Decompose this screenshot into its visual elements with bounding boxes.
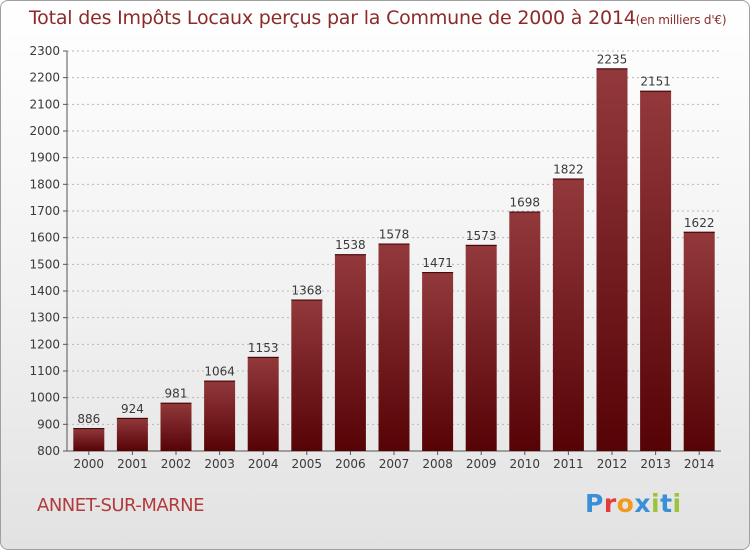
bar-2000 (73, 428, 105, 451)
data-label: 1622 (684, 216, 715, 230)
x-tick-label: 2005 (292, 457, 323, 471)
data-label: 924 (121, 402, 144, 416)
data-label: 2235 (597, 52, 628, 66)
logo-letter: r (603, 489, 617, 518)
x-tick-label: 2014 (684, 457, 715, 471)
logo-letter: x (634, 489, 651, 518)
x-tick-label: 2008 (422, 457, 453, 471)
bar-2005 (291, 299, 323, 451)
labels: 886 2000 924 2001 981 2002 1064 2003 1153 2004 136… (74, 52, 715, 471)
y-tick-label: 1200 (29, 337, 60, 351)
x-tick-label: 2003 (204, 457, 235, 471)
y-tick-label: 2300 (29, 44, 60, 58)
chart-title: Total des Impôts Locaux perçus par la Co… (29, 7, 727, 29)
x-tick-label: 2009 (466, 457, 497, 471)
y-tick-label: 2100 (29, 97, 60, 111)
commune-name: ANNET-SUR-MARNE (37, 495, 205, 516)
bar-2012 (596, 68, 628, 451)
logo-letter: t (660, 489, 673, 518)
x-tick-label: 2012 (597, 457, 628, 471)
data-label: 1573 (466, 229, 497, 243)
chart-unit: (en milliers d'€) (635, 13, 727, 27)
logo-letter: i (672, 489, 682, 518)
data-label: 1822 (553, 162, 584, 176)
y-tick-label: 1600 (29, 231, 60, 245)
y-tick-label: 900 (37, 417, 60, 431)
data-label: 1064 (204, 365, 235, 379)
y-tick-label: 2000 (29, 124, 60, 138)
chart-title-text: Total des Impôts Locaux perçus par la Co… (29, 7, 636, 29)
data-label: 1698 (510, 196, 541, 210)
bar-2001 (116, 417, 148, 451)
data-label: 1538 (335, 238, 366, 252)
bar-2008 (422, 272, 454, 451)
y-tick-label: 1000 (29, 391, 60, 405)
data-label: 2151 (640, 75, 671, 89)
y-tick-label: 1300 (29, 311, 60, 325)
x-tick-label: 2001 (117, 457, 148, 471)
y-tick-label: 800 (37, 444, 60, 458)
data-label: 886 (77, 412, 100, 426)
axes: 800 900 1000 1100 1200 1300 1400 1500 1600 1700 18… (29, 44, 721, 458)
bar-2006 (334, 254, 366, 451)
x-tick-label: 2010 (510, 457, 541, 471)
bars (73, 68, 715, 451)
y-tick-label: 1900 (29, 151, 60, 165)
y-tick-label: 1500 (29, 257, 60, 271)
data-label: 1153 (248, 341, 279, 355)
bar-2009 (465, 244, 497, 451)
y-tick-label: 1100 (29, 364, 60, 378)
y-tick-label: 1800 (29, 177, 60, 191)
bar-2004 (247, 356, 279, 451)
y-tick-label: 1400 (29, 284, 60, 298)
x-tick-label: 2011 (553, 457, 584, 471)
y-tick-label: 2200 (29, 71, 60, 85)
x-tick-label: 2004 (248, 457, 279, 471)
bar-2014 (683, 231, 715, 451)
data-label: 981 (165, 387, 188, 401)
bar-2002 (160, 402, 192, 451)
y-tick-label: 1700 (29, 204, 60, 218)
bar-2013 (640, 90, 672, 451)
x-tick-label: 2007 (379, 457, 410, 471)
proxiti-logo[interactable]: Proxiti (585, 489, 682, 518)
x-tick-label: 2006 (335, 457, 366, 471)
x-tick-label: 2013 (640, 457, 671, 471)
logo-letter: i (651, 489, 661, 518)
bar-2010 (509, 211, 541, 451)
data-label: 1471 (422, 256, 453, 270)
x-tick-label: 2002 (161, 457, 192, 471)
logo-letter: o (616, 489, 635, 518)
logo-letter: P (585, 489, 604, 518)
data-label: 1578 (379, 228, 410, 242)
data-label: 1368 (292, 284, 323, 298)
bar-2003 (204, 380, 236, 451)
bar-2007 (378, 243, 410, 451)
bar-2011 (552, 178, 584, 451)
x-tick-label: 2000 (74, 457, 105, 471)
